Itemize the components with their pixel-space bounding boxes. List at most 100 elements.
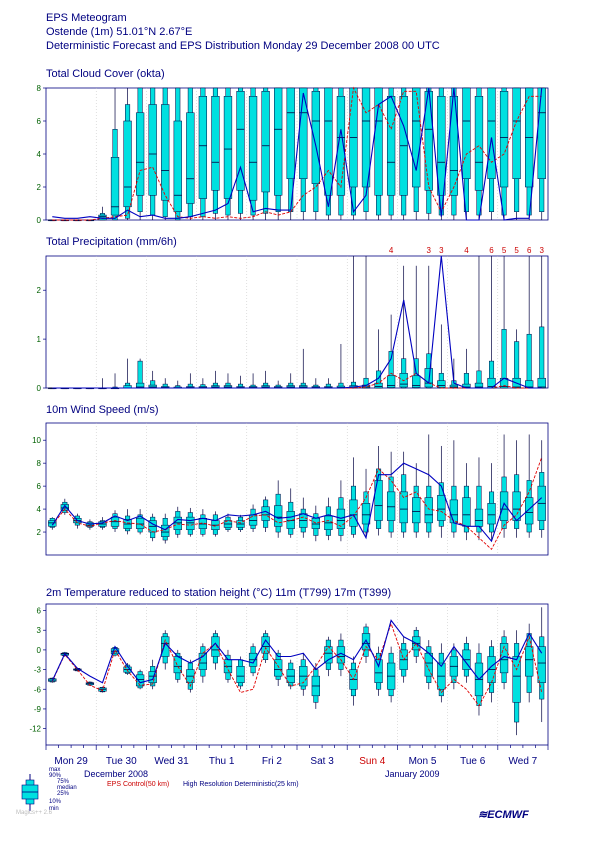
legend-control-label: EPS Control(50 km) <box>107 781 170 788</box>
temp-ytick-label: 0 <box>37 646 42 655</box>
cloud-box-inner <box>173 120 182 212</box>
cloud-box-inner <box>311 91 320 184</box>
cloud-box-inner <box>236 91 245 191</box>
temp-box-inner <box>135 674 145 687</box>
temp-ytick-label: -9 <box>34 705 42 714</box>
wind-control-line <box>51 457 543 551</box>
day-label: Wed 7 <box>508 756 538 767</box>
cloud-box-inner <box>186 112 195 204</box>
precip-exceed-label: 3 <box>427 246 432 255</box>
cloud-ytick-label: 2 <box>37 183 42 192</box>
precip-exceed-label: 6 <box>527 246 532 255</box>
precip-exceed-label: 4 <box>389 246 394 255</box>
wind-box-inner <box>374 480 383 521</box>
temp-box-inner <box>537 646 546 683</box>
cloud-box-inner <box>412 87 421 188</box>
wind-panel-title: 10m Wind Speed (m/s) <box>46 404 159 416</box>
cloud-box-inner <box>449 96 459 196</box>
temp-box-inner <box>236 666 245 683</box>
temp-ytick-label: -12 <box>29 725 41 734</box>
day-label: Fri 2 <box>261 756 282 767</box>
precip-box-inner <box>449 384 459 389</box>
temp-box-inner <box>361 633 371 651</box>
day-label: Tue 30 <box>105 756 137 767</box>
wind-ytick-label: 2 <box>37 528 42 537</box>
day-label: Thu 1 <box>208 756 235 767</box>
precip-box-inner <box>424 368 433 388</box>
temp-control-line <box>51 622 543 707</box>
precip-ytick-label: 0 <box>37 384 42 393</box>
cloud-box-inner <box>361 87 371 188</box>
legend-max: max <box>49 767 61 773</box>
temp-box-inner <box>525 646 534 677</box>
precip-hires-line <box>52 255 542 389</box>
legend-median: median <box>57 785 77 791</box>
precip-box-outer <box>388 351 394 389</box>
station-name: Ostende (1m) 51.01°N 2.67°E <box>46 26 193 38</box>
temp-ytick-label: -3 <box>34 666 42 675</box>
wind-box-inner <box>161 524 170 537</box>
cloud-box-inner <box>211 96 220 191</box>
wind-box-inner <box>487 503 496 525</box>
cloud-box-inner <box>474 96 484 191</box>
precip-box-outer <box>526 333 532 389</box>
wind-box-inner <box>361 503 371 525</box>
legend-p10: 10% <box>49 799 62 805</box>
cloud-hires-line <box>52 87 543 221</box>
wind-box-inner <box>60 504 69 511</box>
cloud-box-inner <box>386 96 396 196</box>
temp-box-inner <box>512 656 521 703</box>
cloud-box-inner <box>261 91 270 193</box>
legend-p90: 90% <box>49 773 62 779</box>
legend-min: min <box>49 806 59 812</box>
temp-box-inner <box>324 646 333 664</box>
temp-hires-line <box>51 619 543 684</box>
precip-box-inner <box>437 380 446 388</box>
cloud-box-inner <box>537 87 546 179</box>
wind-box-inner <box>462 497 471 527</box>
wind-box-inner <box>261 506 270 521</box>
precip-box-inner <box>386 375 396 388</box>
wind-hires-line <box>51 462 543 543</box>
legend-p75: 75% <box>57 779 70 785</box>
day-label: Sun 4 <box>359 756 386 767</box>
day-label: Tue 6 <box>460 756 486 767</box>
cloud-ytick-label: 6 <box>37 117 42 126</box>
wind-box-inner <box>274 505 283 527</box>
wind-ytick-label: 8 <box>37 459 42 468</box>
wind-box-inner <box>424 497 433 524</box>
cloud-box-inner <box>437 96 446 196</box>
cloud-box-inner <box>248 96 258 201</box>
forecast-description: Deterministic Forecast and EPS Distribut… <box>46 40 440 52</box>
cloud-ytick-label: 8 <box>37 84 42 93</box>
precip-box-inner <box>537 377 546 389</box>
cloud-box-inner <box>135 112 145 196</box>
temp-ytick-label: -6 <box>34 685 42 694</box>
temp-panel-title: 2m Temperature reduced to station height… <box>46 587 392 599</box>
cloud-panel-title: Total Cloud Cover (okta) <box>46 68 165 80</box>
ecmwf-logo-text: ECMWF <box>487 809 529 821</box>
legend-box-glyph <box>21 774 39 811</box>
precip-ytick-label: 2 <box>37 286 42 295</box>
cloud-box-inner <box>274 87 283 196</box>
precip-exceed-label: 3 <box>439 246 444 255</box>
cloud-ytick-label: 4 <box>37 150 42 159</box>
wind-box-inner <box>173 516 182 530</box>
precip-panel-title: Total Precipitation (mm/6h) <box>46 236 177 248</box>
wind-box-inner <box>186 516 195 530</box>
wind-box-inner <box>311 518 320 529</box>
wind-box-inner <box>349 499 358 527</box>
ecmwf-logo-mark: ≋ <box>478 809 488 821</box>
cloud-box-inner <box>324 87 333 196</box>
precip-exceed-label: 5 <box>502 246 507 255</box>
month-label-left: December 2008 <box>84 769 149 779</box>
precip-exceed-label: 4 <box>464 246 469 255</box>
cloud-box-inner <box>223 96 233 199</box>
wind-ytick-label: 6 <box>37 482 42 491</box>
wind-box-inner <box>286 511 295 529</box>
ecmwf-logo: ≋ECMWF <box>478 808 529 821</box>
cloud-box-inner <box>336 96 346 196</box>
wind-ytick-label: 4 <box>37 505 42 514</box>
cloud-box-inner <box>148 104 157 196</box>
